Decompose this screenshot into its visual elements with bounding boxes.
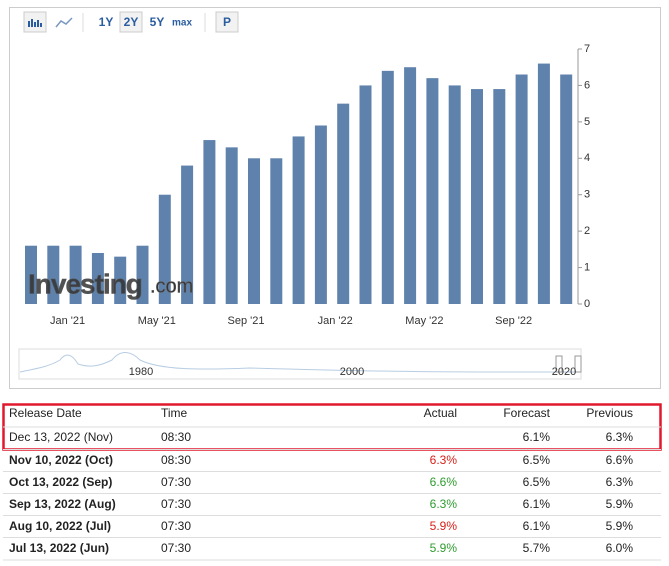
bar xyxy=(292,136,305,304)
cell-forecast: 5.7% xyxy=(523,541,551,555)
cell-previous: 6.6% xyxy=(606,453,634,467)
cell-actual: 6.6% xyxy=(430,475,458,489)
navigator-label: 1980 xyxy=(129,366,153,378)
cell-actual: 5.9% xyxy=(430,519,458,533)
bar xyxy=(537,63,550,305)
table-header: Time xyxy=(161,406,188,420)
watermark-suffix: .com xyxy=(150,275,193,297)
range-button[interactable]: 5Y xyxy=(150,15,165,29)
cell-time: 07:30 xyxy=(161,497,191,511)
y-tick-label: 1 xyxy=(584,261,590,273)
cell-previous: 6.0% xyxy=(606,541,634,555)
y-tick-label: 7 xyxy=(584,43,590,55)
selected-range-bg xyxy=(119,11,143,33)
bar xyxy=(515,74,528,304)
cell-time: 07:30 xyxy=(161,519,191,533)
cell-date: Sep 13, 2022 (Aug) xyxy=(9,497,116,511)
y-tick-label: 5 xyxy=(584,116,590,128)
cell-date: Aug 10, 2022 (Jul) xyxy=(9,519,111,533)
cell-previous: 6.3% xyxy=(606,475,634,489)
cell-time: 07:30 xyxy=(161,541,191,555)
cell-actual: 5.9% xyxy=(430,541,458,555)
bar xyxy=(136,245,149,304)
bar xyxy=(404,67,417,304)
navigator-handle[interactable] xyxy=(555,355,563,373)
bar xyxy=(471,89,483,304)
bar xyxy=(248,158,260,304)
cell-date: Nov 10, 2022 (Oct) xyxy=(9,453,113,467)
table-header: Previous xyxy=(586,406,633,420)
cell-actual: 6.3% xyxy=(430,453,458,467)
cell-time: 08:30 xyxy=(161,430,191,444)
cell-previous: 6.3% xyxy=(606,430,634,444)
chart-panel xyxy=(9,7,661,389)
bar xyxy=(158,194,171,304)
table-header: Release Date xyxy=(9,406,82,420)
cell-actual: 6.3% xyxy=(430,497,458,511)
x-tick-label: Jan '22 xyxy=(318,315,353,327)
table-header: Forecast xyxy=(503,406,550,420)
bar-icon xyxy=(28,19,42,27)
bar xyxy=(25,245,37,304)
cell-date: Oct 13, 2022 (Sep) xyxy=(9,475,112,489)
bar xyxy=(337,103,350,305)
bar xyxy=(426,78,439,305)
y-tick-label: 3 xyxy=(584,189,590,201)
navigator-label: 2000 xyxy=(340,366,364,378)
y-tick-label: 4 xyxy=(584,152,590,164)
y-tick-label: 2 xyxy=(584,225,590,237)
y-tick-label: 6 xyxy=(584,79,590,91)
range-button[interactable]: 2Y xyxy=(124,15,139,29)
range-button[interactable]: 1Y xyxy=(99,15,114,29)
navigator-line xyxy=(19,352,578,373)
navigator-handle[interactable] xyxy=(574,355,582,373)
x-tick-label: May '21 xyxy=(138,315,176,327)
bar xyxy=(203,140,216,304)
x-tick-label: Sep '21 xyxy=(228,315,265,327)
y-tick-label: 0 xyxy=(584,298,590,310)
cell-previous: 5.9% xyxy=(606,519,634,533)
bar xyxy=(314,125,327,304)
cell-forecast: 6.1% xyxy=(523,430,551,444)
range-button[interactable]: max xyxy=(172,18,192,29)
bar xyxy=(270,158,283,304)
cell-forecast: 6.5% xyxy=(523,475,551,489)
p-button[interactable]: P xyxy=(223,15,231,29)
table-header: Actual xyxy=(424,406,457,420)
bar xyxy=(181,165,194,304)
x-tick-label: Sep '22 xyxy=(495,315,532,327)
bar xyxy=(493,89,506,304)
cell-previous: 5.9% xyxy=(606,497,634,511)
cell-time: 08:30 xyxy=(161,453,191,467)
bar xyxy=(114,256,127,304)
cell-date: Jul 13, 2022 (Jun) xyxy=(9,541,109,555)
bar xyxy=(47,245,60,304)
bar xyxy=(225,147,238,304)
bar xyxy=(560,74,573,304)
watermark: Investing xyxy=(28,268,142,299)
x-tick-label: May '22 xyxy=(405,315,443,327)
cell-forecast: 6.5% xyxy=(523,453,551,467)
bar xyxy=(448,85,461,304)
bar xyxy=(359,85,372,304)
p-button-bg xyxy=(215,11,239,33)
cell-forecast: 6.1% xyxy=(523,497,551,511)
cell-date: Dec 13, 2022 (Nov) xyxy=(9,430,113,444)
line-icon xyxy=(55,17,73,28)
x-tick-label: Jan '21 xyxy=(50,315,85,327)
bar xyxy=(381,70,394,304)
cell-time: 07:30 xyxy=(161,475,191,489)
bar xyxy=(91,253,104,304)
cell-forecast: 6.1% xyxy=(523,519,551,533)
navigator-label: 2020 xyxy=(552,366,576,378)
bar xyxy=(69,245,82,304)
